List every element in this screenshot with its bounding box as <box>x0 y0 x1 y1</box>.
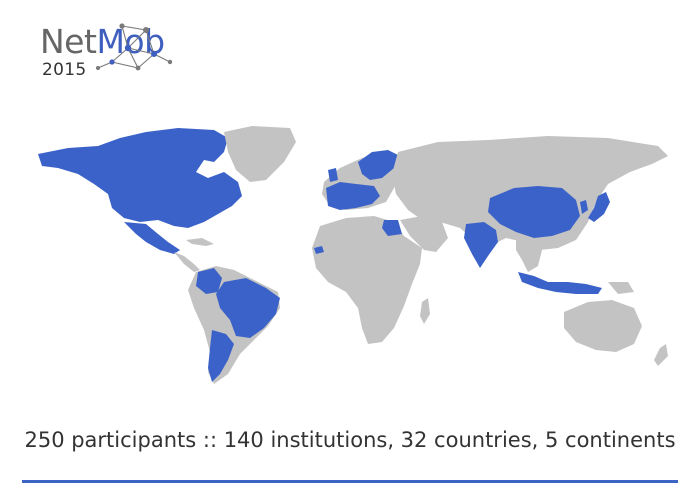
southeast-asia-region <box>516 238 542 272</box>
china-region <box>488 186 580 238</box>
senegal-region <box>314 246 324 254</box>
canada-usa-region <box>38 128 242 228</box>
egypt-region <box>382 220 402 236</box>
western-europe-region <box>326 182 380 210</box>
australia-region <box>564 300 642 352</box>
uk-region <box>328 168 338 182</box>
middle-east-region <box>400 216 448 252</box>
india-region <box>464 222 498 268</box>
colombia-region <box>196 268 222 294</box>
netmob-logo: NetMob 2015 <box>40 18 180 88</box>
participation-summary: 250 participants :: 140 institutions, 32… <box>24 428 676 452</box>
korea-region <box>580 200 588 214</box>
indonesia-region <box>518 272 602 294</box>
footer-divider <box>22 480 678 483</box>
central-america-region <box>174 252 200 272</box>
new-zealand-region <box>654 344 668 366</box>
logo-word-net: Net <box>40 22 97 61</box>
argentina-region <box>208 330 234 382</box>
japan-region <box>588 192 610 222</box>
world-map <box>38 126 668 384</box>
caribbean-region <box>186 238 214 246</box>
brazil-region <box>216 278 280 338</box>
logo-year: 2015 <box>42 60 87 80</box>
scandinavia-region <box>358 150 400 180</box>
madagascar-region <box>420 298 430 324</box>
mexico-region <box>124 222 180 254</box>
papua-region <box>608 282 634 294</box>
greenland-region <box>224 126 296 182</box>
logo-wordmark: NetMob <box>40 24 165 60</box>
africa-region <box>312 216 422 344</box>
network-graph-icon <box>96 23 173 71</box>
